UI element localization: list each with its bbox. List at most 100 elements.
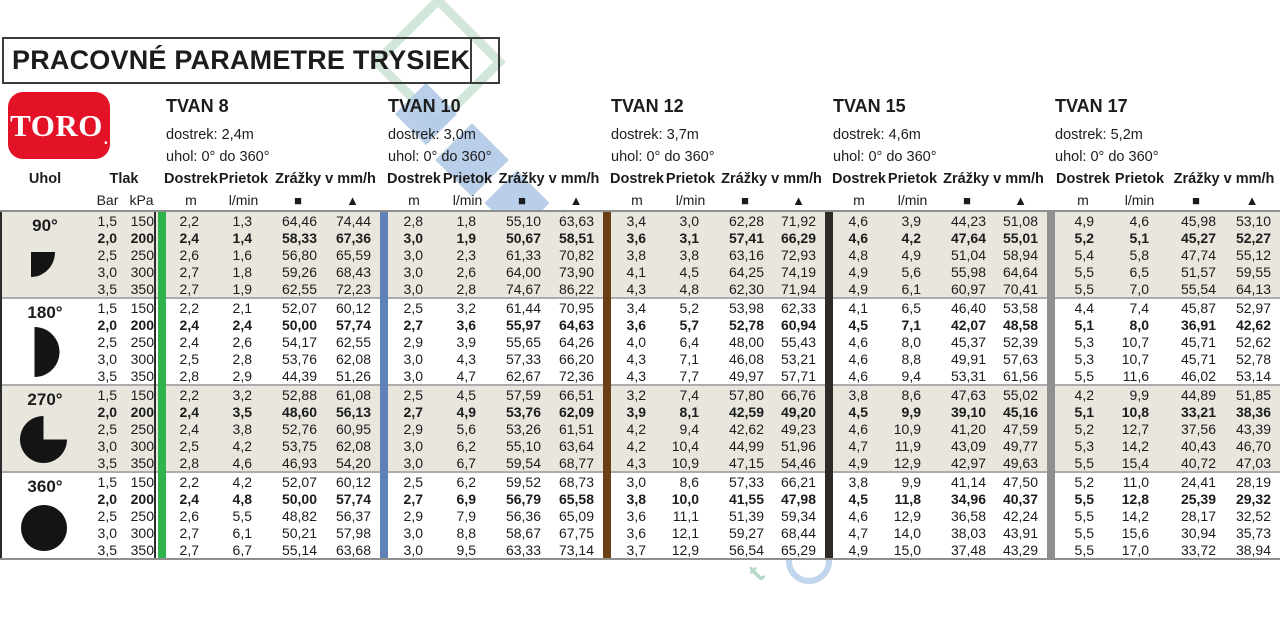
- prietok-value: 1,6: [232, 246, 252, 263]
- zrazky-square-value: 45,37: [950, 333, 986, 350]
- zrazky-triangle-value: 56,13: [335, 403, 371, 420]
- angle-label: 270°: [27, 390, 63, 409]
- zrazky-triangle-value: 65,09: [558, 507, 594, 524]
- prietok-value: 6,2: [456, 437, 476, 454]
- dostrek-value: 3,0: [403, 454, 423, 471]
- dostrek-value: 4,2: [626, 437, 646, 454]
- m-unit-header: m: [1077, 192, 1089, 208]
- dostrek-value: 2,5: [179, 437, 199, 454]
- zrazky-triangle-value: 62,33: [780, 299, 816, 316]
- zrazky-square-value: 49,97: [728, 367, 764, 384]
- zrazky-square-value: 24,41: [1180, 473, 1216, 490]
- zrazky-square-value: 50,21: [281, 524, 317, 541]
- pressure-bar-value: 3,0: [97, 263, 117, 280]
- uhol-column-header: Uhol: [28, 171, 62, 187]
- parameters-table: Uhol Tlak Dostrek Prietok Zrážky v mm/h Dostr…: [0, 168, 1280, 560]
- zrazky-triangle-value: 57,63: [1002, 350, 1038, 367]
- dostrek-value: 2,5: [179, 350, 199, 367]
- dostrek-value: 4,1: [848, 299, 868, 316]
- prietok-value: 2,6: [456, 263, 476, 280]
- zrazky-triangle-value: 66,20: [558, 350, 594, 367]
- zrazky-square-value: 52,88: [281, 386, 317, 403]
- dostrek-value: 5,4: [1074, 246, 1094, 263]
- prietok-value: 3,9: [456, 333, 476, 350]
- pressure-bar-value: 1,5: [97, 212, 117, 229]
- prietok-value: 6,1: [232, 524, 252, 541]
- dostrek-value: 4,6: [848, 350, 868, 367]
- dostrek-value: 4,5: [848, 316, 868, 333]
- prietok-value: 11,1: [672, 507, 699, 524]
- zrazky-triangle-value: 49,20: [780, 403, 816, 420]
- prietok-value: 15,4: [1121, 454, 1149, 471]
- prietok-value: 3,5: [232, 403, 252, 420]
- group-uhol: uhol: 0° do 360°: [1055, 149, 1159, 165]
- zrazky-triangle-value: 61,08: [335, 386, 371, 403]
- dostrek-value: 4,3: [626, 280, 646, 297]
- pressure-kpa-value: 200: [130, 229, 154, 246]
- dostrek-value: 4,6: [848, 420, 868, 437]
- zrazky-triangle-value: 51,08: [1002, 212, 1038, 229]
- table-row: 2,5 250 2,6 5,5 48,82 56,37 2,9 7,9 56,36 65,09 3,…: [0, 507, 1280, 524]
- zrazky-square-value: 59,54: [505, 454, 541, 471]
- zrazky-square-value: 64,25: [728, 263, 764, 280]
- prietok-value: 14,2: [1121, 437, 1149, 454]
- zrazky-square-value: 57,41: [728, 229, 764, 246]
- zrazky-triangle-value: 40,37: [1002, 490, 1038, 507]
- dostrek-value: 4,9: [848, 541, 868, 558]
- zrazky-triangle-value: 54,46: [780, 454, 816, 471]
- zrazky-triangle-value: 64,64: [1002, 263, 1038, 280]
- dostrek-value: 3,4: [626, 299, 646, 316]
- zrazky-square-value: 48,00: [728, 333, 764, 350]
- angle-label: 360°: [27, 477, 63, 496]
- zrazky-triangle-value: 68,77: [558, 454, 594, 471]
- zrazky-square-value: 33,21: [1180, 403, 1216, 420]
- prietok-value: 2,9: [232, 367, 252, 384]
- group-uhol: uhol: 0° do 360°: [611, 149, 715, 165]
- zrazky-square-value: 45,27: [1180, 229, 1216, 246]
- zrazky-column-header: Zrážky v mm/h: [498, 171, 600, 187]
- zrazky-square-value: 58,67: [505, 524, 541, 541]
- zrazky-triangle-value: 35,73: [1235, 524, 1271, 541]
- table-row: 2,0 200 2,4 2,4 50,00 57,74 2,7 3,6 55,97 64,63 3,…: [0, 316, 1280, 333]
- zrazky-triangle-value: 68,43: [335, 263, 371, 280]
- group-dostrek: dostrek: 2,4m: [166, 127, 254, 143]
- zrazky-square-value: 48,82: [281, 507, 317, 524]
- zrazky-triangle-value: 73,14: [558, 541, 594, 558]
- dostrek-value: 4,5: [848, 403, 868, 420]
- zrazky-triangle-value: 60,12: [335, 299, 371, 316]
- zrazky-square-value: 34,96: [950, 490, 986, 507]
- zrazky-square-value: 46,40: [950, 299, 986, 316]
- group-divider-bar-tvan15: [825, 212, 833, 558]
- pressure-bar-value: 1,5: [97, 386, 117, 403]
- zrazky-triangle-value: 64,26: [558, 333, 594, 350]
- dostrek-value: 2,7: [403, 316, 423, 333]
- dostrek-value: 3,7: [626, 541, 646, 558]
- table-row: 3,0 300 2,7 1,8 59,26 68,43 3,0 2,6 64,00 73,90 4,…: [0, 263, 1280, 280]
- group-dostrek: dostrek: 3,7m: [611, 127, 699, 143]
- dostrek-value: 4,6: [848, 367, 868, 384]
- dostrek-value: 3,0: [403, 246, 423, 263]
- zrazky-triangle-value: 57,74: [335, 490, 371, 507]
- zrazky-square-value: 25,39: [1180, 490, 1216, 507]
- pressure-kpa-value: 150: [130, 473, 154, 490]
- dostrek-value: 2,2: [179, 212, 199, 229]
- zrazky-square-value: 62,67: [505, 367, 541, 384]
- zrazky-triangle-value: 74,19: [780, 263, 816, 280]
- angle-icon-half-circle: [34, 327, 60, 377]
- zrazky-triangle-value: 58,94: [1002, 246, 1038, 263]
- zrazky-square-value: 38,03: [950, 524, 986, 541]
- prietok-value: 10,8: [1121, 403, 1149, 420]
- zrazky-triangle-value: 52,97: [1235, 299, 1271, 316]
- prietok-value: 4,7: [456, 367, 476, 384]
- zrazky-triangle-value: 53,21: [780, 350, 816, 367]
- zrazky-square-value: 45,98: [1180, 212, 1216, 229]
- zrazky-square-value: 45,87: [1180, 299, 1216, 316]
- zrazky-triangle-value: 58,51: [558, 229, 594, 246]
- zrazky-triangle-value: 60,94: [780, 316, 816, 333]
- zrazky-triangle-value: 51,96: [780, 437, 816, 454]
- dostrek-value: 2,7: [179, 280, 199, 297]
- prietok-value: 3,1: [679, 229, 699, 246]
- dostrek-column-header: Dostrek: [387, 171, 441, 187]
- dostrek-value: 3,6: [626, 229, 646, 246]
